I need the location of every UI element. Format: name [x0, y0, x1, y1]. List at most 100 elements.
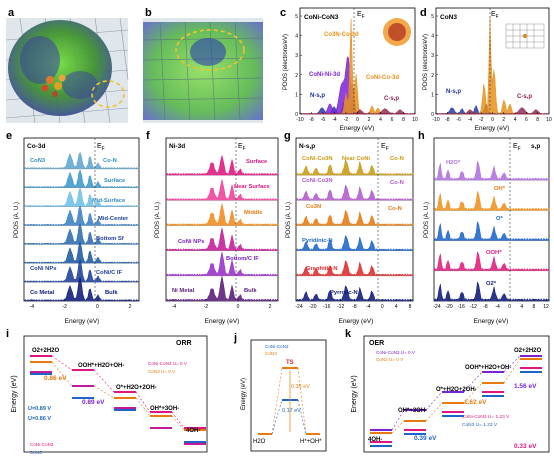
- step-label: OOH*+H2O+OH-: [78, 363, 124, 369]
- series-label: Co-N: [388, 206, 402, 212]
- panel-letter-k: k: [345, 328, 352, 340]
- series-label: Co Metal: [30, 290, 55, 296]
- series-labels: Surface Near Surface Middle CoNi NPs Bottom/…: [172, 159, 271, 294]
- stacked-pdos: [23, 151, 140, 302]
- panel-title: s,p: [531, 143, 540, 150]
- panel-letter-e: e: [6, 130, 12, 142]
- stacked-pdos: [295, 159, 414, 302]
- x-tick-label: 4: [395, 304, 398, 310]
- level-connector: [391, 420, 405, 434]
- x-tick-label: 6: [525, 117, 528, 123]
- pdos-trace: [433, 250, 550, 272]
- x-tick-label: 0: [237, 304, 240, 310]
- step-label: OH*+3OH-: [150, 406, 179, 412]
- fermi-label: EF: [513, 143, 521, 152]
- energy-diagram: CoNi-CoN3 CoN3 H2O TS H*+OH* 0.35 eV 0.17 eV: [253, 344, 322, 445]
- legend-item: CoNi-CoN3 U= 1.23 V: [462, 414, 510, 420]
- x-tick-label: -24: [295, 304, 302, 310]
- y-tick-label: 0: [431, 112, 434, 118]
- y-axis-label: PDOS (A. U.): [155, 202, 161, 238]
- panel-letter-a: a: [8, 7, 15, 19]
- pdos-trace: [23, 205, 140, 226]
- series-labels: H2O* OH* O* OOH* O2*: [446, 160, 506, 287]
- panel-letter-f: f: [146, 130, 150, 142]
- structure-inset: [388, 23, 406, 41]
- series-label: Middle: [244, 210, 263, 216]
- step-label: OH*+3OH-: [398, 408, 427, 414]
- y-axis-label: Energy (eV): [351, 375, 358, 412]
- x-tick-label: -20: [445, 304, 452, 310]
- legend-item: CoN3 U= 1.23 V: [462, 422, 498, 428]
- x-ticks: -10 -8 -6 -4 -2 0 2 4 6 8 10: [296, 112, 418, 123]
- energy-annotation: 0.35 eV: [291, 384, 310, 390]
- x-tick-label: 0: [508, 304, 511, 310]
- stacked-pdos: [165, 155, 279, 302]
- x-tick-label: 4: [379, 117, 382, 123]
- y-tick-label: 3: [295, 53, 298, 59]
- fermi-label: EF: [357, 11, 365, 20]
- level-connector: [51, 361, 73, 387]
- pdos-trace: [23, 151, 140, 170]
- level-connector: [463, 382, 483, 404]
- y-axis-label: PDOS (A. U.): [14, 202, 20, 238]
- series-label: Co-N: [103, 158, 117, 164]
- step-label: O2+2H2O: [514, 348, 542, 354]
- series-labels: CoNi-Co3N Near CoNi Co-N CoNi-Co3N Co-N Co3N C…: [302, 156, 404, 296]
- energy-diagram: 4OH- OH*+3OH- O*+H2O+2OH- OOH*+H2O+OH- O2+2H…: [368, 348, 542, 450]
- x-tick-label: -4: [495, 304, 500, 310]
- x-ticks: -24 -20 -16 -12 -8 -4 0 4 8: [295, 299, 412, 310]
- series-labels: CoN3 Co-N Surface Mid-Surface Mid-Center Bott…: [30, 158, 129, 296]
- series-label: Pyrrolic-N: [330, 290, 358, 296]
- panel-d: d CoN3 EF N-s,p C-s,p -10 -8 -6 -4 -2 0 2 4 6 8 10…: [420, 7, 552, 132]
- series-label: CoNi-Ni-3d: [309, 72, 340, 78]
- x-tick-label: -4: [30, 304, 35, 310]
- fermi-label: EF: [491, 11, 499, 20]
- plot-frame: [433, 137, 550, 302]
- x-tick-label: -8: [352, 304, 357, 310]
- highlight-circle: [175, 29, 245, 71]
- level-connector: [135, 391, 151, 413]
- y-tick-label: 1: [431, 92, 434, 98]
- panel-title: N-s,p: [299, 143, 315, 150]
- x-tick-label: 10: [412, 117, 418, 123]
- legend-item: CoNi-CoN3 U= 0 V: [148, 361, 188, 366]
- y-axis-label: Energy (eV): [11, 375, 18, 412]
- pdos-trace: [295, 285, 414, 302]
- y-tick-label: 5: [295, 14, 298, 20]
- series-label: Co-N: [390, 180, 404, 186]
- y-tick-label: 3: [431, 53, 434, 59]
- x-tick-label: -4: [332, 117, 337, 123]
- energy-annotation: 0.86 eV: [44, 375, 67, 382]
- structure-inset: [505, 23, 545, 49]
- pdos-trace: [165, 227, 279, 252]
- energy-annotation: 0.89 eV: [82, 399, 105, 406]
- legend-item: CoNi-CoN3 U= 0 V: [376, 350, 416, 355]
- panel-title: CoN3: [440, 14, 457, 21]
- panel-c: c CoNi-CoN3 EF Co3N-Co-3d CoNi-Ni-3d CoN…: [280, 7, 418, 132]
- y-tick-label: 5: [431, 14, 434, 20]
- series-label: O2*: [486, 281, 497, 287]
- series-label: Bottom Sf: [96, 236, 124, 242]
- x-tick-label: -8: [445, 117, 450, 123]
- series-label: Bulk: [244, 288, 257, 294]
- panel-title: ORR: [176, 340, 192, 347]
- level-connector: [271, 399, 283, 435]
- x-tick-label: 2: [269, 304, 272, 310]
- panel-b: b: [142, 7, 264, 123]
- x-tick-label: -6: [456, 117, 461, 123]
- series-label: OH*: [494, 186, 506, 192]
- series-label: CoNi-Co3N: [302, 178, 333, 184]
- highlight-circle: [91, 80, 125, 108]
- x-tick-label: 6: [391, 117, 394, 123]
- pdos-trace: [165, 179, 279, 201]
- energy-annotation: 1.56 eV: [514, 383, 537, 390]
- x-ticks: -24 -20 -16 -12 -8 -4 0 4 8 12: [433, 299, 549, 310]
- level-connector: [463, 371, 483, 393]
- legend-item: CoNi-CoN3: [30, 442, 54, 447]
- panel-k: k Energy (eV) OER 4OH- OH*+3OH- O*+H2O+2OH…: [345, 328, 550, 453]
- series-label: Surface: [246, 159, 268, 165]
- series-label: CoNi/C IF: [96, 270, 123, 276]
- legend-item: CoNi-CoN3: [265, 344, 289, 349]
- series-label: O*: [496, 216, 504, 222]
